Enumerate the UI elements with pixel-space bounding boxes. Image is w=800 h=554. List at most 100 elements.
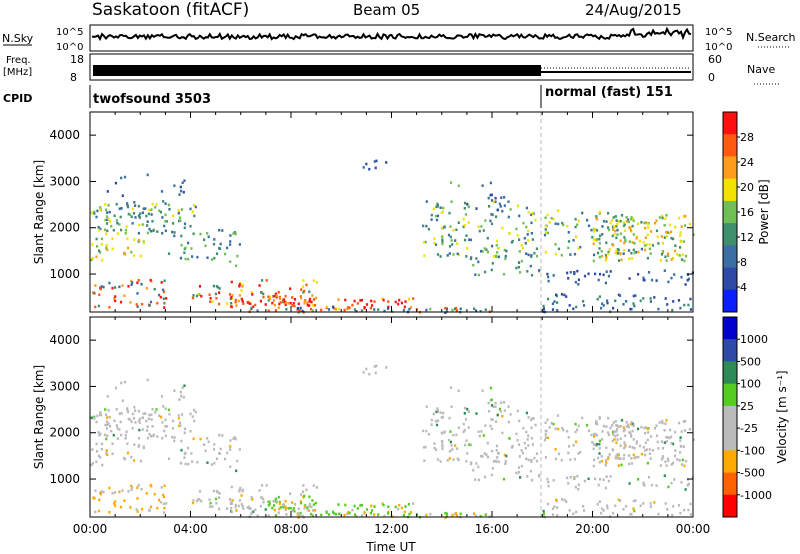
velocity-cell-523 <box>434 419 437 423</box>
power-cell-494 <box>462 217 465 221</box>
velocity-cell-384 <box>325 510 328 514</box>
power-cell-563 <box>439 255 442 258</box>
power-cell-397 <box>407 298 410 301</box>
power-cell-183 <box>149 278 152 282</box>
velocity-cell-750 <box>598 439 602 443</box>
velocity-cell-855 <box>646 438 649 442</box>
velocity-cell-254 <box>308 495 311 499</box>
power-cell-305 <box>234 298 237 302</box>
velocity-cell-915 <box>606 506 609 510</box>
velocity-cell-353 <box>241 505 244 508</box>
velocity-cell-617 <box>477 478 480 482</box>
power-cell-952 <box>619 294 622 297</box>
power-cell-435 <box>383 309 386 313</box>
velocity-cell-155 <box>159 500 162 504</box>
velocity-cell-945 <box>632 507 635 510</box>
power-cell-4 <box>120 228 123 232</box>
velocity-cell-333 <box>254 508 257 512</box>
power-cell-289 <box>262 292 265 296</box>
velocity-cell-425 <box>343 513 346 517</box>
power-cell-64 <box>112 228 115 232</box>
power-cell-364 <box>230 296 233 299</box>
velocity-cell-677 <box>567 451 570 455</box>
velocity-cell-893 <box>650 483 654 487</box>
velocity-cell-163 <box>165 502 168 505</box>
velocity-cell-580 <box>452 433 455 437</box>
velocity-cell-891 <box>569 476 572 479</box>
velocity-cell-908 <box>542 509 545 513</box>
power-cell-807 <box>615 219 618 222</box>
velocity-cell-273 <box>260 496 263 499</box>
power-cell-20 <box>130 215 133 219</box>
velocity-cell-856 <box>682 445 685 448</box>
velocity-cell-698 <box>562 428 565 432</box>
velocity-cell-199 <box>106 395 109 398</box>
velocity-cell-276 <box>308 505 311 508</box>
power-colorbar-label: Power [dB] <box>757 179 771 244</box>
power-cell-949 <box>689 308 692 311</box>
velocity-cell-905 <box>663 474 666 477</box>
velocity-cell-97 <box>107 422 110 425</box>
power-cell-260 <box>230 280 233 284</box>
velocity-cell-900 <box>642 483 645 487</box>
velocity-cell-187 <box>108 486 111 490</box>
power-cell-605 <box>449 181 453 184</box>
velocity-cell-716 <box>576 428 579 432</box>
power-cell-371 <box>359 299 362 302</box>
power-cell-871 <box>577 278 580 282</box>
velocity-cell-191 <box>148 509 151 512</box>
power-cell-240 <box>236 254 239 258</box>
power-cell-557 <box>436 203 439 207</box>
power-cell-442 <box>332 305 335 309</box>
power-cell-814 <box>628 226 631 229</box>
power-cell-93 <box>145 214 148 218</box>
velocity-cell-84 <box>183 427 187 431</box>
velocity-cell-86 <box>146 436 149 440</box>
velocity-cell-878 <box>680 480 683 484</box>
velocity-cell-622 <box>470 461 473 464</box>
velocity-cell-352 <box>271 506 274 510</box>
power-cell-47 <box>172 214 175 218</box>
velocity-cell-452 <box>348 511 351 515</box>
velocity-cell-662 <box>625 421 628 424</box>
power-cell-867 <box>605 270 608 273</box>
velocity-cell-165 <box>130 484 133 488</box>
velocity-cell-653 <box>560 458 563 462</box>
power-cell-578 <box>450 200 453 203</box>
velocity-cell-286 <box>261 484 264 487</box>
velocity-cell-497 <box>531 443 534 446</box>
power-cell-822 <box>678 254 681 257</box>
power-cell-840 <box>633 251 636 255</box>
power-cell-518 <box>441 242 444 246</box>
power-cell-649 <box>546 213 549 217</box>
velocity-cell-71 <box>194 410 197 414</box>
power-cell-316 <box>272 295 275 298</box>
velocity-cell-639 <box>556 414 560 417</box>
velocity-cell-932 <box>556 514 559 517</box>
power-cell-896 <box>598 272 602 276</box>
power-cell-311 <box>241 283 244 287</box>
power-cell-875 <box>567 277 570 280</box>
time-tick-label-6: 00:00 <box>676 522 711 536</box>
power-cell-77 <box>152 229 155 233</box>
velocity-cell-829 <box>664 422 667 425</box>
power-cell-502 <box>486 236 489 240</box>
velocity-cell-757 <box>613 430 616 434</box>
velocity-cell-506 <box>507 405 510 408</box>
power-colorbar-label-2: 20 <box>740 181 754 194</box>
power-cell-287 <box>315 281 318 284</box>
power-cell-727 <box>632 219 635 223</box>
velocity-cell-178 <box>135 508 138 511</box>
power-cell-947 <box>649 297 652 300</box>
velocity-cell-879 <box>637 478 640 481</box>
velocity-cell-680 <box>627 423 630 427</box>
velocity-cell-718 <box>554 457 557 461</box>
power-cell-685 <box>581 211 584 215</box>
power-cell-355 <box>291 304 294 307</box>
power-cell-653 <box>560 253 563 257</box>
velocity-cell-814 <box>628 431 631 434</box>
velocity-cell-755 <box>624 434 627 437</box>
velocity-cell-706 <box>577 452 580 455</box>
velocity-cell-175 <box>123 499 126 502</box>
power-cell-521 <box>463 224 466 227</box>
